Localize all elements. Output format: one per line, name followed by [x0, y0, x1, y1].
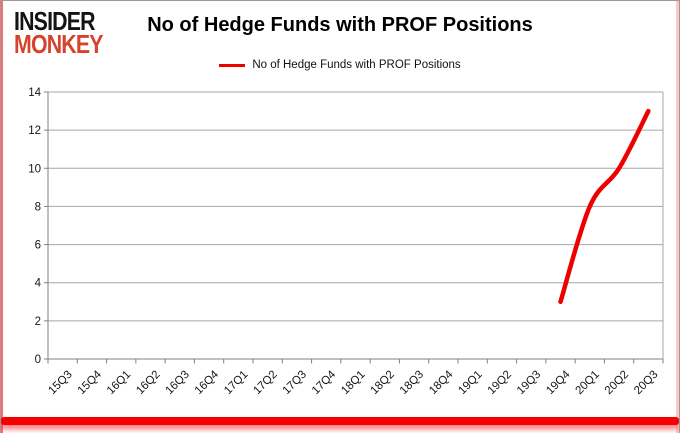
chart-title: No of Hedge Funds with PROF Positions: [147, 14, 533, 36]
svg-text:8: 8: [35, 201, 41, 213]
svg-text:19Q3: 19Q3: [515, 369, 543, 397]
svg-text:16Q2: 16Q2: [134, 369, 162, 397]
svg-text:19Q1: 19Q1: [456, 369, 484, 397]
logo-insider-text: INSIDER: [14, 6, 96, 36]
svg-text:18Q3: 18Q3: [398, 369, 426, 397]
svg-text:20Q2: 20Q2: [603, 369, 631, 397]
chart-legend: No of Hedge Funds with PROF Positions: [1, 57, 679, 73]
svg-text:16Q4: 16Q4: [193, 368, 222, 397]
svg-text:17Q3: 17Q3: [281, 369, 309, 397]
svg-text:0: 0: [35, 354, 41, 366]
svg-text:6: 6: [35, 240, 41, 252]
svg-text:10: 10: [28, 163, 41, 175]
svg-text:15Q4: 15Q4: [76, 368, 105, 397]
svg-text:18Q2: 18Q2: [369, 369, 397, 397]
bottom-red-bar: [1, 417, 679, 425]
svg-text:17Q4: 17Q4: [310, 368, 339, 397]
svg-text:19Q4: 19Q4: [544, 368, 573, 397]
svg-text:15Q3: 15Q3: [46, 369, 74, 397]
logo-monkey-text: MONKEY: [14, 29, 103, 60]
svg-text:14: 14: [28, 87, 41, 99]
svg-text:2: 2: [35, 316, 41, 328]
svg-text:20Q1: 20Q1: [574, 369, 602, 397]
svg-text:18Q1: 18Q1: [339, 369, 367, 397]
svg-text:20Q3: 20Q3: [632, 369, 660, 397]
svg-text:16Q3: 16Q3: [164, 369, 192, 397]
legend-line-swatch: [219, 63, 246, 67]
svg-text:18Q4: 18Q4: [427, 368, 456, 397]
insider-monkey-logo: INSIDER MONKEY: [14, 6, 103, 60]
svg-text:4: 4: [35, 278, 42, 290]
svg-text:19Q2: 19Q2: [486, 369, 514, 397]
svg-text:17Q1: 17Q1: [222, 369, 250, 397]
left-red-edge: [1, 1, 3, 433]
svg-text:16Q1: 16Q1: [105, 369, 133, 397]
svg-text:12: 12: [28, 125, 41, 137]
svg-text:17Q2: 17Q2: [251, 369, 279, 397]
legend-label: No of Hedge Funds with PROF Positions: [252, 59, 461, 71]
right-red-edge: [676, 1, 679, 433]
